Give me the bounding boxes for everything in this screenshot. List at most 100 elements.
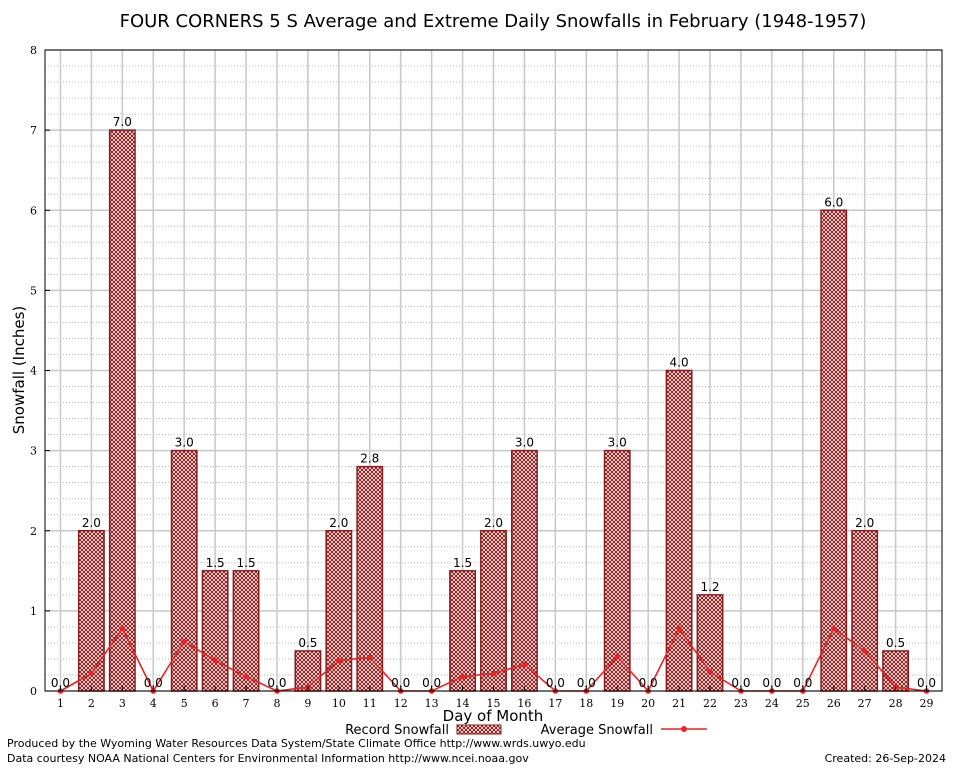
average-point — [490, 670, 497, 677]
x-tick-label: 14 — [456, 697, 470, 710]
bar-value-labels: 0.0 2.0 7.0 0.0 3.0 1.5 1.5 0.0 0.5 2.0 2.8 0.0 0.0 1… — [51, 115, 936, 690]
bar-value-label: 0.0 — [731, 676, 750, 690]
x-tick-label: 8 — [273, 697, 280, 710]
x-tick-label: 21 — [672, 697, 686, 710]
x-tick-label: 1 — [57, 697, 64, 710]
bar-value-label: 0.0 — [917, 676, 936, 690]
bar-value-label: 7.0 — [113, 115, 132, 129]
y-tick-label: 5 — [30, 284, 37, 297]
bar-value-label: 0.0 — [391, 676, 410, 690]
y-tick-label: 6 — [30, 204, 37, 217]
record-bar — [325, 530, 353, 692]
record-bar — [77, 530, 105, 692]
x-tick-label: 3 — [119, 697, 126, 710]
average-point — [614, 653, 621, 660]
bar-value-label: 0.0 — [793, 676, 812, 690]
bar-value-label: 2.0 — [484, 516, 503, 530]
bar-value-label: 3.0 — [608, 436, 627, 450]
x-tick-label: 26 — [827, 697, 841, 710]
legend: Record Snowfall Average Snowfall — [345, 723, 707, 738]
x-tick-label: 10 — [332, 697, 346, 710]
average-point — [212, 657, 218, 664]
bar-value-label: 0.0 — [144, 676, 163, 690]
x-tick-label: 11 — [363, 697, 377, 710]
bar-value-label: 0.0 — [51, 676, 70, 690]
legend-average-label: Average Snowfall — [541, 723, 653, 738]
average-point — [181, 638, 187, 645]
x-tick-label: 7 — [243, 697, 250, 710]
created-date: Created: 26-Sep-2024 — [824, 752, 946, 765]
record-bar — [449, 570, 477, 692]
x-tick-label: 2 — [88, 697, 95, 710]
bar-value-label: 2.8 — [360, 452, 379, 466]
x-tick-label: 27 — [858, 697, 872, 710]
record-bar — [510, 449, 538, 692]
x-tick-label: 18 — [579, 697, 593, 710]
average-point — [243, 673, 249, 680]
credit-line-2: Data courtesy NOAA National Centers for … — [7, 752, 529, 765]
x-tick-label: 4 — [150, 697, 157, 710]
bar-value-label: 2.0 — [855, 516, 874, 530]
chart-title: FOUR CORNERS 5 S Average and Extreme Dai… — [120, 11, 867, 32]
bar-value-label: 1.5 — [453, 556, 472, 570]
bar-value-label: 3.0 — [175, 436, 194, 450]
y-tick-label: 2 — [30, 525, 37, 538]
record-bar — [696, 594, 724, 692]
record-bar — [201, 570, 229, 692]
record-bar — [665, 369, 693, 692]
bar-value-label: 0.5 — [886, 636, 905, 650]
record-bar — [232, 570, 260, 692]
average-point — [707, 668, 713, 675]
legend-average-marker — [681, 726, 687, 732]
bar-value-label: 2.0 — [329, 516, 348, 530]
x-tick-label: 19 — [610, 697, 624, 710]
average-point — [676, 625, 682, 632]
bar-value-label: 0.0 — [422, 676, 441, 690]
y-tick-label: 0 — [30, 685, 37, 698]
bar-value-label: 1.5 — [206, 556, 225, 570]
y-tick-label: 1 — [30, 605, 37, 618]
x-tick-label: 5 — [181, 697, 188, 710]
y-tick-label: 8 — [30, 44, 37, 57]
bar-value-label: 3.0 — [515, 436, 534, 450]
record-bar — [170, 449, 198, 692]
x-tick-label: 22 — [703, 697, 717, 710]
record-bar — [820, 209, 848, 692]
record-bar — [108, 129, 136, 692]
legend-record-label: Record Snowfall — [345, 723, 449, 738]
record-bars — [77, 129, 910, 692]
average-point — [861, 648, 868, 654]
bar-value-label: 0.0 — [267, 676, 286, 690]
bar-value-label: 0.0 — [639, 676, 658, 690]
x-tick-label: 16 — [517, 697, 531, 710]
average-point — [459, 673, 466, 680]
average-point — [366, 654, 373, 661]
x-tick-label: 12 — [394, 697, 408, 710]
y-axis-label: Snowfall (Inches) — [10, 306, 28, 434]
average-point — [336, 657, 342, 664]
x-tick-label: 23 — [734, 697, 748, 710]
record-bar — [480, 530, 507, 692]
y-tick-label: 7 — [30, 124, 37, 137]
y-tick-label: 3 — [30, 445, 37, 458]
bar-value-label: 0.5 — [298, 636, 317, 650]
record-bar — [851, 530, 879, 692]
x-axis-label: Day of Month — [443, 707, 544, 725]
average-point — [521, 661, 528, 668]
x-tick-label: 20 — [641, 697, 655, 710]
average-point — [88, 670, 95, 677]
bar-value-label: 0.0 — [546, 676, 565, 690]
x-tick-label: 28 — [889, 697, 903, 710]
average-point — [830, 625, 837, 632]
x-tick-label: 9 — [304, 697, 311, 710]
x-tick-label: 6 — [212, 697, 219, 710]
x-tick-label: 13 — [425, 697, 439, 710]
bar-value-label: 1.2 — [700, 580, 719, 594]
bar-value-label: 0.0 — [762, 676, 781, 690]
average-point — [119, 625, 126, 632]
credit-line-1: Produced by the Wyoming Water Resources … — [7, 737, 586, 750]
x-tick-label: 25 — [796, 697, 810, 710]
x-tick-label: 29 — [920, 697, 934, 710]
legend-record-swatch — [456, 724, 502, 735]
